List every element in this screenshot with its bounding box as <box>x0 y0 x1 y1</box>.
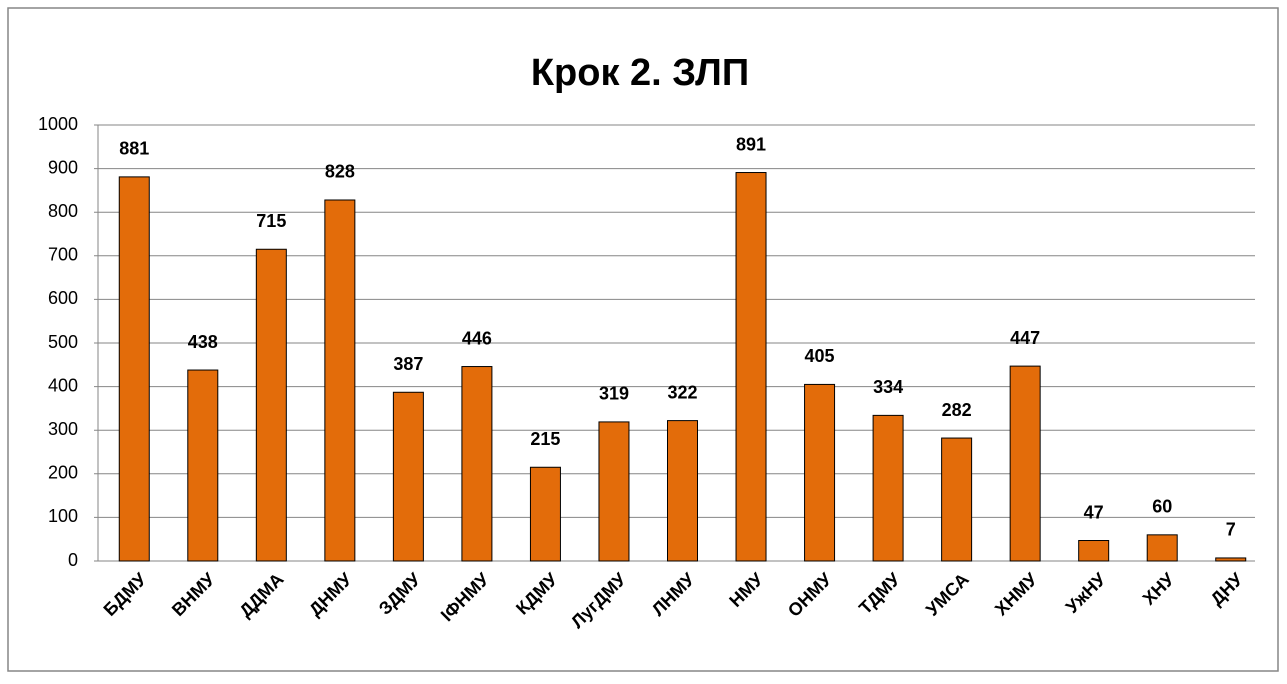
data-label: 881 <box>119 139 149 159</box>
data-label: 446 <box>462 328 492 348</box>
y-tick-label: 600 <box>48 288 78 308</box>
bar <box>1146 534 1178 562</box>
bar <box>1078 540 1110 562</box>
data-label: 405 <box>805 346 835 366</box>
bar <box>187 369 219 562</box>
bar <box>324 199 356 562</box>
bar <box>529 466 561 562</box>
bar <box>598 421 630 562</box>
y-tick-label: 500 <box>48 332 78 352</box>
y-tick-label: 900 <box>48 157 78 177</box>
y-tick-label: 400 <box>48 375 78 395</box>
bar <box>1009 365 1041 562</box>
y-tick-label: 100 <box>48 506 78 526</box>
y-tick-label: 800 <box>48 201 78 221</box>
data-label: 715 <box>256 211 286 231</box>
data-label: 387 <box>393 354 423 374</box>
bar <box>1215 557 1247 562</box>
chart-title: Крок 2. ЗЛП <box>531 52 749 94</box>
bar <box>255 248 287 562</box>
bar <box>804 383 836 562</box>
y-tick-label: 300 <box>48 419 78 439</box>
bar <box>392 391 424 562</box>
bar <box>667 420 698 562</box>
bar <box>735 172 767 562</box>
data-label: 322 <box>667 382 697 402</box>
data-label: 438 <box>188 332 218 352</box>
y-tick-label: 700 <box>48 245 78 265</box>
y-tick-label: 0 <box>68 550 78 570</box>
data-label: 47 <box>1084 502 1104 522</box>
data-label: 60 <box>1152 497 1172 517</box>
data-label: 319 <box>599 384 629 404</box>
bar <box>941 437 973 562</box>
bar <box>872 414 904 562</box>
y-tick-label: 200 <box>48 463 78 483</box>
data-label: 891 <box>736 134 766 154</box>
y-tick-label: 1000 <box>38 114 78 134</box>
data-label: 7 <box>1226 520 1236 540</box>
data-label: 334 <box>873 377 903 397</box>
bar <box>461 366 493 562</box>
data-label: 447 <box>1010 328 1040 348</box>
data-label: 282 <box>942 400 972 420</box>
data-label: 215 <box>530 429 560 449</box>
bar <box>118 176 150 562</box>
data-label: 828 <box>325 162 355 182</box>
